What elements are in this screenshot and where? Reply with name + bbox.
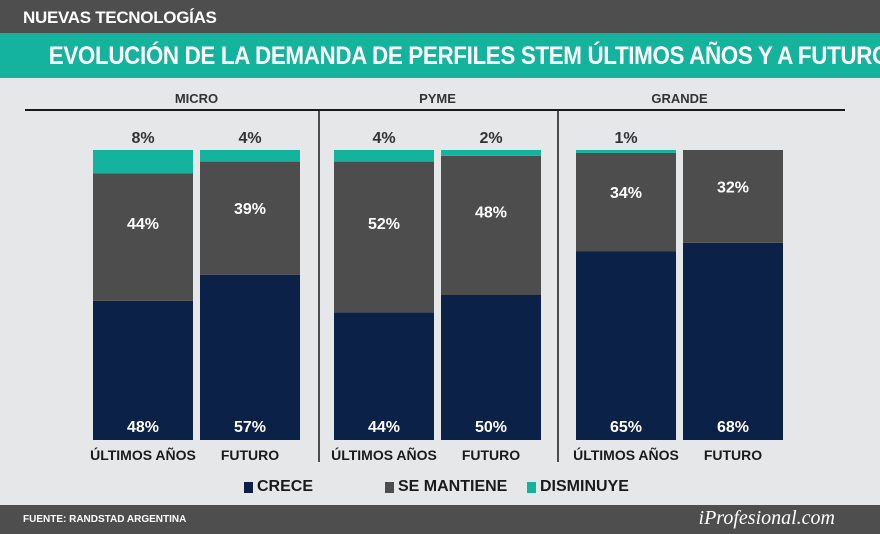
bar-segment [334,150,434,162]
title-band: EVOLUCIÓN DE LA DEMANDA DE PERFILES STEM… [0,33,880,78]
category-label: FUTURO [704,447,762,463]
bar-segment [93,150,193,174]
data-label: 48% [475,204,507,221]
bar-segment [441,295,541,440]
bar-segment [441,150,541,156]
bar-segment [683,150,783,243]
legend-label: CRECE [257,478,314,495]
legend-swatch [385,481,394,493]
legend-label: SE MANTIENE [398,478,508,495]
data-label: 52% [368,216,400,233]
bar-segment [200,150,300,162]
bar-segment [576,251,676,440]
data-label: 57% [234,419,266,436]
data-label: 44% [127,216,159,233]
chart-title: EVOLUCIÓN DE LA DEMANDA DE PERFILES STEM… [48,42,880,70]
data-label: 68% [717,419,749,436]
bar-segment [93,173,193,301]
bar-segment [334,312,434,440]
category-label: ÚLTIMOS AÑOS [331,446,437,463]
bar-segment [200,161,300,275]
data-label: 44% [368,419,400,436]
legend-crece: CRECE [244,478,313,496]
legend-swatch [527,481,536,493]
bar-segment [334,161,434,313]
source-note: FUENTE: RANDSTAD ARGENTINA [23,514,187,525]
bar-segment [683,242,783,440]
data-label: 4% [238,130,261,147]
bar-segment [576,152,676,252]
stacked-bar-chart: MICRO 48% 44% 8% ÚLTIMOS AÑOS 57% 39% 4% FUTURO P… [25,91,845,463]
group-label: MICRO [175,91,218,106]
section-header: NUEVAS TECNOLOGÍAS [0,0,880,33]
data-label: 32% [717,179,749,196]
footer: FUENTE: RANDSTAD ARGENTINA iProfesional.… [0,505,880,534]
category-label: ÚLTIMOS AÑOS [573,446,679,463]
legend: CRECE SE MANTIENE DISMINUYE [0,478,880,502]
data-label: 4% [372,130,395,147]
data-label: 34% [610,185,642,202]
legend-label: DISMINUYE [540,478,629,495]
category-label: ÚLTIMOS AÑOS [90,446,196,463]
bar-segment [200,274,300,440]
data-label: 65% [610,419,642,436]
legend-disminuye: DISMINUYE [527,478,629,496]
bar-segment [576,150,676,153]
group-label: GRANDE [651,91,708,106]
bar-segment [441,155,541,295]
brand-logo: iProfesional.com [698,507,835,529]
data-label: 50% [475,419,507,436]
data-label: 48% [127,419,159,436]
data-label: 8% [131,130,154,147]
bar-segment [93,300,193,440]
data-label: 2% [479,130,502,147]
category-label: FUTURO [221,447,279,463]
legend-se-mantiene: SE MANTIENE [385,478,507,496]
group-label: PYME [419,91,456,106]
category-label: FUTURO [462,447,520,463]
legend-swatch [244,481,253,493]
data-label: 1% [614,130,637,147]
data-label: 39% [234,201,266,218]
